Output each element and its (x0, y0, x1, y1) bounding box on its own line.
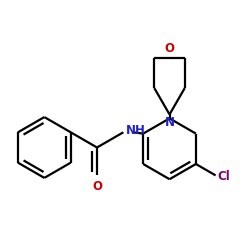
Text: O: O (92, 180, 102, 192)
Text: NH: NH (126, 124, 145, 138)
Text: O: O (164, 42, 174, 55)
Text: N: N (164, 116, 174, 129)
Text: Cl: Cl (217, 170, 230, 183)
